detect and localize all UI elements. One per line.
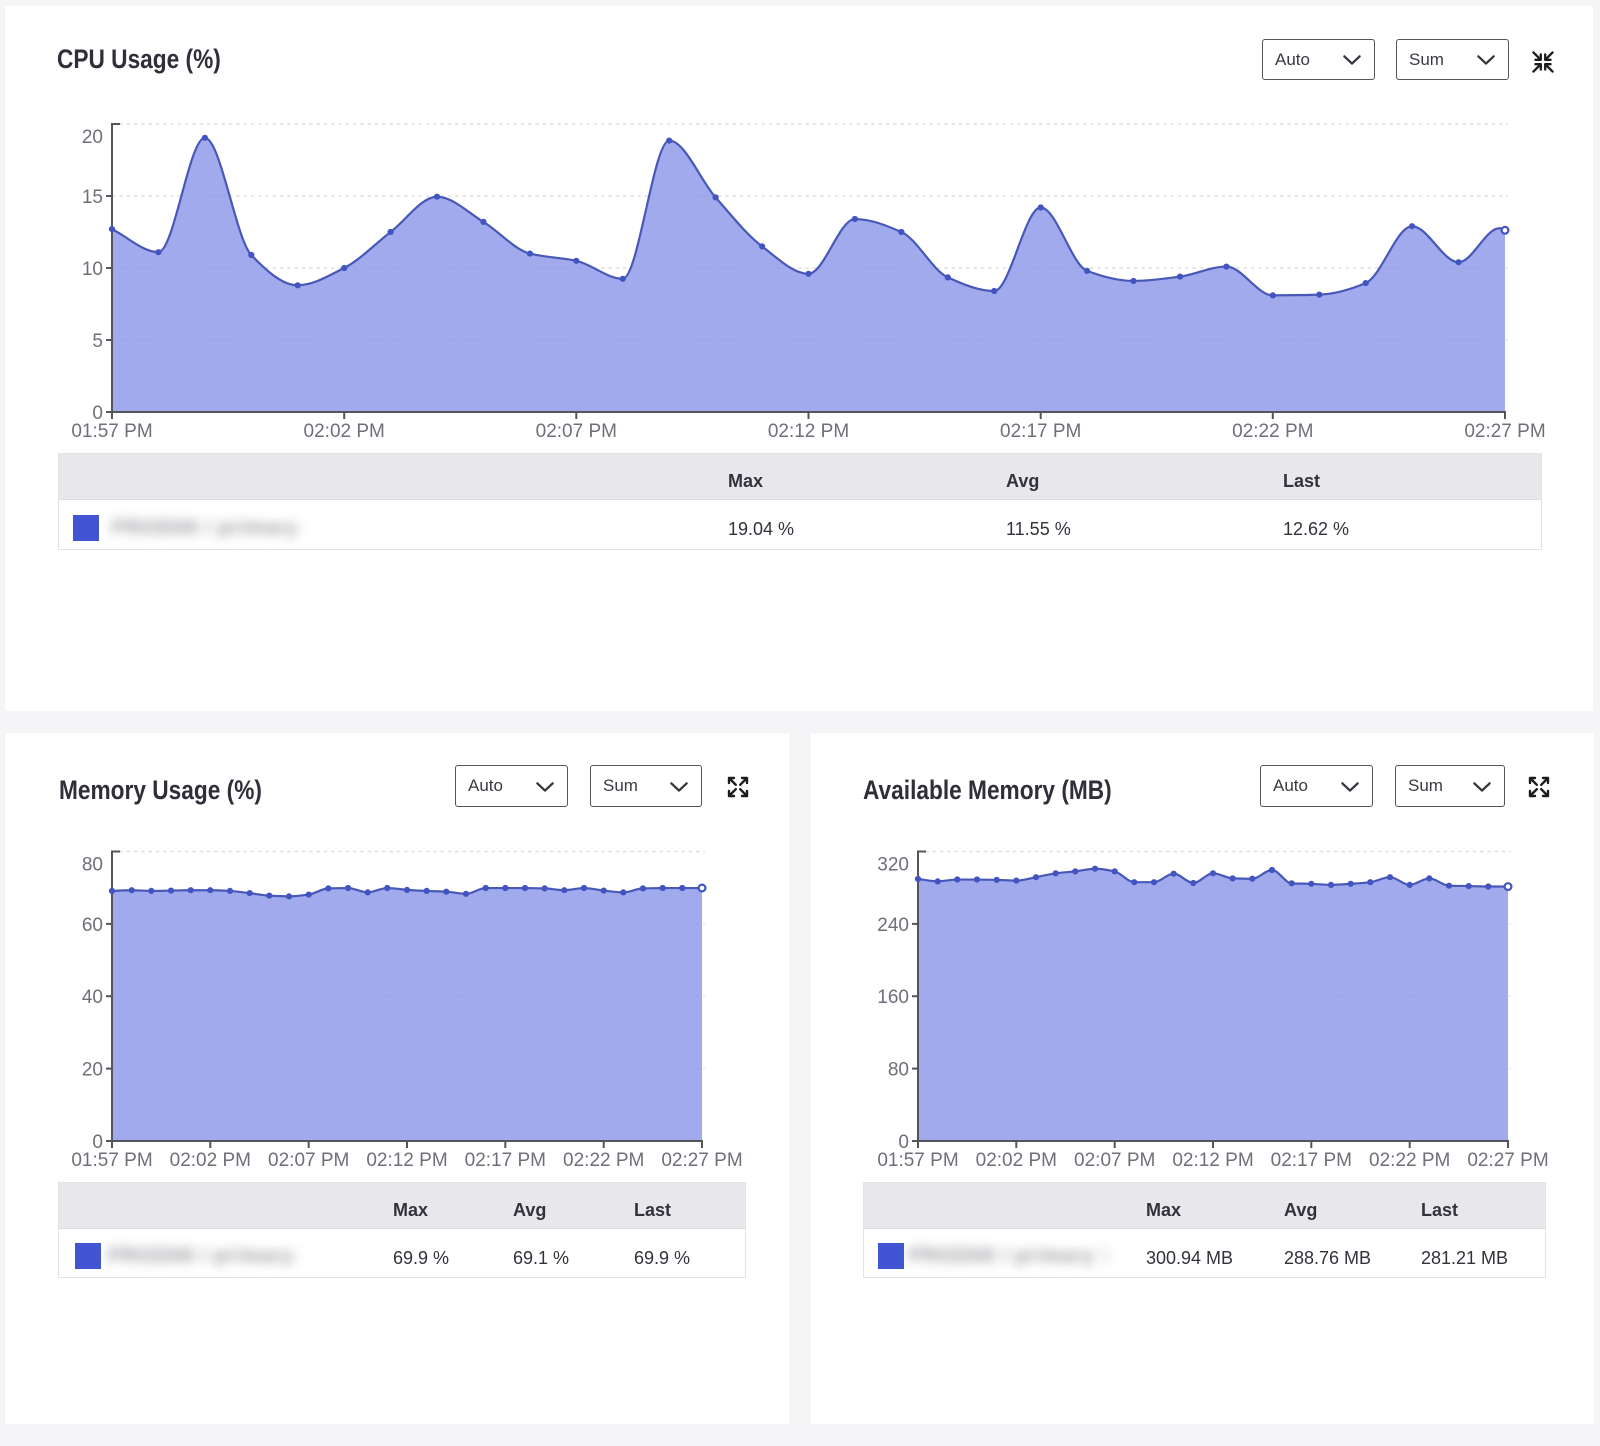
- svg-text:0: 0: [92, 1132, 103, 1153]
- svg-text:02:07 PM: 02:07 PM: [268, 1150, 349, 1171]
- svg-text:02:12 PM: 02:12 PM: [768, 421, 849, 442]
- svg-text:10: 10: [82, 259, 103, 280]
- svg-text:320: 320: [877, 855, 909, 876]
- svg-text:5: 5: [92, 331, 103, 352]
- svg-text:80: 80: [888, 1060, 909, 1081]
- svg-text:02:27 PM: 02:27 PM: [661, 1150, 742, 1171]
- svg-text:01:57 PM: 01:57 PM: [71, 421, 152, 442]
- svg-text:02:17 PM: 02:17 PM: [465, 1150, 546, 1171]
- svg-text:20: 20: [82, 127, 103, 148]
- svg-text:02:17 PM: 02:17 PM: [1000, 421, 1081, 442]
- svg-text:02:02 PM: 02:02 PM: [170, 1150, 251, 1171]
- svg-text:02:22 PM: 02:22 PM: [1232, 421, 1313, 442]
- svg-text:20: 20: [82, 1060, 103, 1081]
- svg-text:01:57 PM: 01:57 PM: [71, 1150, 152, 1171]
- svg-text:02:22 PM: 02:22 PM: [563, 1150, 644, 1171]
- svg-text:02:07 PM: 02:07 PM: [1074, 1150, 1155, 1171]
- svg-text:0: 0: [92, 403, 103, 424]
- svg-text:02:27 PM: 02:27 PM: [1467, 1150, 1548, 1171]
- svg-text:15: 15: [82, 187, 103, 208]
- svg-text:02:02 PM: 02:02 PM: [304, 421, 385, 442]
- svg-text:240: 240: [877, 915, 909, 936]
- svg-text:02:12 PM: 02:12 PM: [366, 1150, 447, 1171]
- svg-text:01:57 PM: 01:57 PM: [877, 1150, 958, 1171]
- svg-text:02:27 PM: 02:27 PM: [1464, 421, 1545, 442]
- svg-text:0: 0: [898, 1132, 909, 1153]
- svg-text:02:07 PM: 02:07 PM: [536, 421, 617, 442]
- svg-text:02:12 PM: 02:12 PM: [1172, 1150, 1253, 1171]
- svg-text:160: 160: [877, 987, 909, 1008]
- svg-text:60: 60: [82, 915, 103, 936]
- svg-text:02:22 PM: 02:22 PM: [1369, 1150, 1450, 1171]
- svg-text:02:17 PM: 02:17 PM: [1271, 1150, 1352, 1171]
- svg-text:80: 80: [82, 855, 103, 876]
- svg-text:40: 40: [82, 987, 103, 1008]
- svg-text:02:02 PM: 02:02 PM: [976, 1150, 1057, 1171]
